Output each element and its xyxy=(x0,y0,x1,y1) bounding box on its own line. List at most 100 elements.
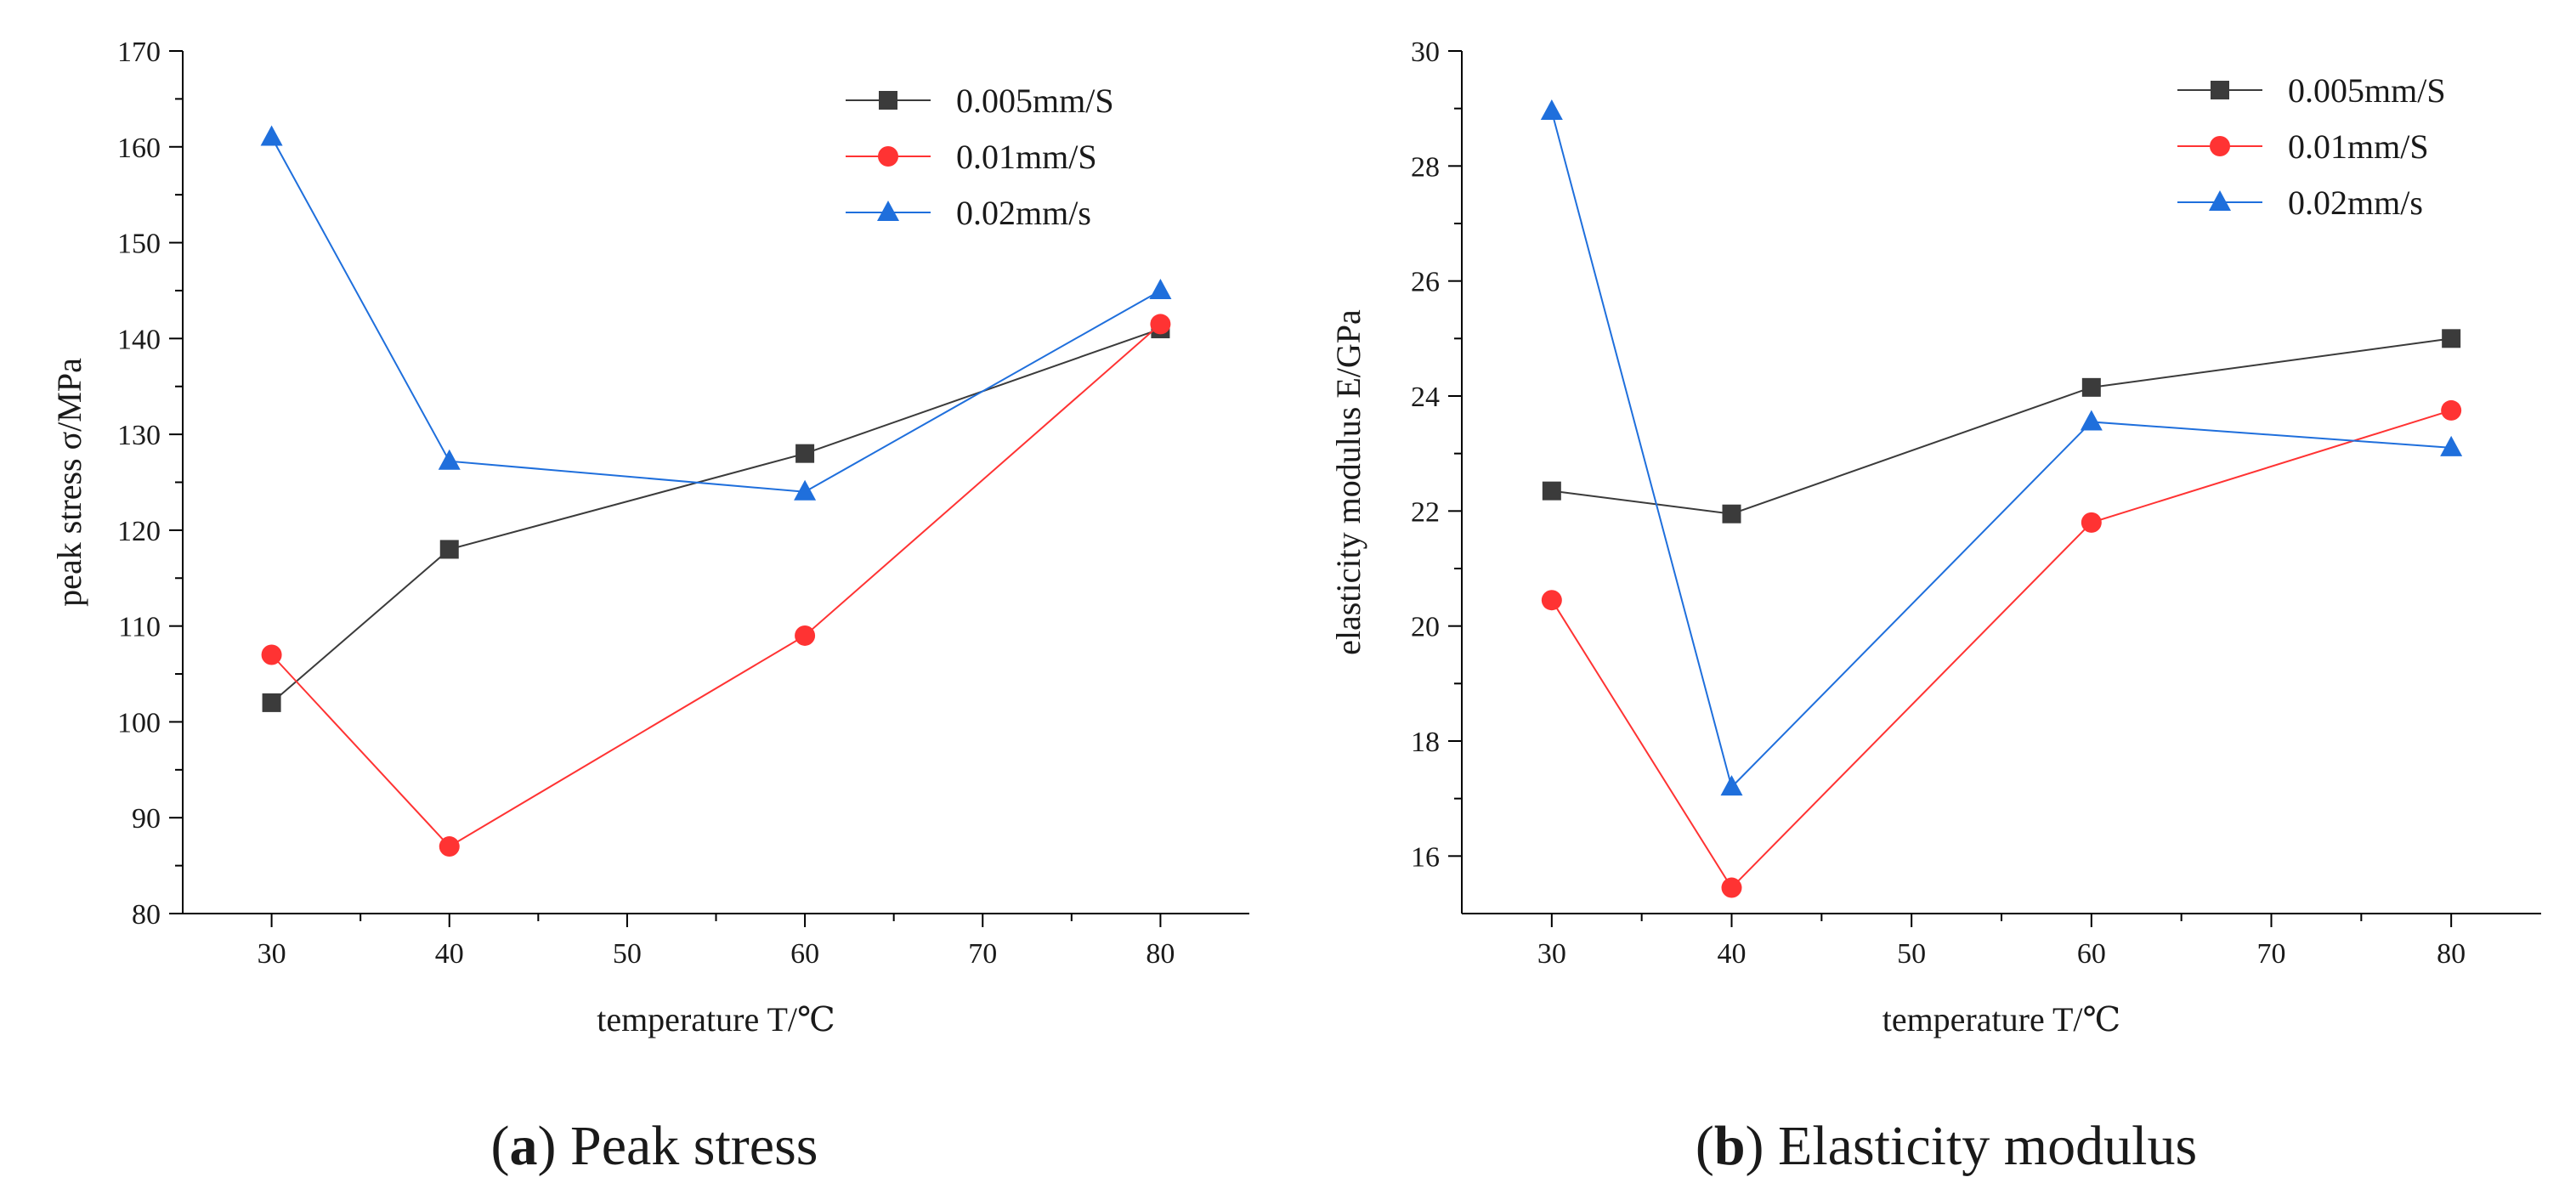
y-tick-label: 28 xyxy=(1411,151,1440,183)
y-tick-label: 30 xyxy=(1411,37,1440,68)
y-tick-label: 90 xyxy=(132,803,161,835)
y-axis-label: peak stress σ/MPa xyxy=(50,358,88,607)
data-point xyxy=(2440,435,2463,456)
legend-marker-shape xyxy=(2209,190,2231,211)
legend-label: 0.005mm/S xyxy=(956,82,1114,120)
y-ticks: 16 18 20 22 24 26 28 30 xyxy=(1411,37,1462,873)
series-line-2 xyxy=(270,137,1161,493)
data-point xyxy=(439,836,460,857)
legend-item-0: 0.005mm/S xyxy=(2177,71,2446,110)
data-point xyxy=(1541,590,1562,611)
data-point xyxy=(261,644,282,665)
series-layer xyxy=(260,125,1172,857)
legend: 0.005mm/S 0.01mm/S 0.02mm/s xyxy=(2177,71,2446,222)
series-line-0 xyxy=(1551,337,2452,515)
legend-item-2: 0.02mm/s xyxy=(2177,184,2423,222)
x-tick-label: 60 xyxy=(790,938,819,970)
y-tick-label: 130 xyxy=(117,420,161,451)
y-tick-label: 22 xyxy=(1411,496,1440,528)
legend-marker-shape xyxy=(878,146,898,167)
series-line-1 xyxy=(270,323,1162,848)
y-tick-label: 18 xyxy=(1411,727,1440,758)
data-point xyxy=(2081,377,2101,397)
legend-marker xyxy=(2209,190,2231,211)
series-line-1 xyxy=(1550,409,2452,890)
legend-marker-shape xyxy=(879,91,897,110)
legend: 0.005mm/S 0.01mm/S 0.02mm/s xyxy=(846,82,1114,232)
y-tick-label: 110 xyxy=(118,612,161,643)
legend-marker-shape xyxy=(2211,81,2229,99)
legend-marker xyxy=(879,91,897,110)
y-tick-label: 100 xyxy=(117,707,161,738)
data-point xyxy=(1722,504,1741,523)
x-tick-label: 60 xyxy=(2077,938,2106,970)
data-point xyxy=(1542,481,1561,501)
data-point xyxy=(2441,399,2462,421)
series-line-0 xyxy=(270,328,1161,704)
y-tick-label: 26 xyxy=(1411,267,1440,298)
x-tick-label: 70 xyxy=(968,938,997,970)
y-tick-label: 120 xyxy=(117,516,161,547)
x-tick-label: 50 xyxy=(613,938,642,970)
y-tick-label: 160 xyxy=(117,133,161,164)
data-point xyxy=(1149,278,1172,299)
panel-elasticity-modulus: 30 40 50 60 70 80 16 18 20 22 24 26 28 30 temperatur… xyxy=(1329,37,2541,1177)
panel-caption: (a) Peak stress xyxy=(491,1115,818,1177)
y-tick-label: 20 xyxy=(1411,612,1440,643)
y-tick-label: 24 xyxy=(1411,382,1440,413)
data-point xyxy=(1721,877,1742,898)
data-point xyxy=(2080,410,2103,431)
legend-item-2: 0.02mm/s xyxy=(846,194,1091,232)
y-tick-label: 170 xyxy=(117,37,161,68)
x-tick-label: 50 xyxy=(1897,938,1926,970)
x-tick-label: 30 xyxy=(258,938,286,970)
x-tick-label: 40 xyxy=(435,938,464,970)
x-axis-label: temperature T/℃ xyxy=(1882,1000,2121,1038)
y-tick-label: 140 xyxy=(117,324,161,355)
x-tick-label: 30 xyxy=(1537,938,1566,970)
series-layer xyxy=(1540,99,2463,898)
data-point xyxy=(795,625,816,646)
data-point xyxy=(794,479,817,501)
legend-marker xyxy=(878,146,898,167)
data-point xyxy=(1540,99,1563,121)
y-tick-label: 150 xyxy=(117,229,161,260)
legend-marker-shape xyxy=(877,201,899,221)
data-point xyxy=(2081,512,2102,533)
data-point xyxy=(1720,775,1743,796)
x-ticks: 30 40 50 60 70 80 xyxy=(258,914,1175,970)
data-point xyxy=(262,693,281,712)
legend-item-1: 0.01mm/S xyxy=(2177,127,2429,166)
legend-marker-shape xyxy=(2210,136,2230,156)
legend-marker xyxy=(877,201,899,221)
legend-marker xyxy=(2210,136,2230,156)
legend-label: 0.02mm/s xyxy=(2288,184,2423,222)
legend-item-1: 0.01mm/S xyxy=(846,138,1097,176)
x-tick-label: 80 xyxy=(2437,938,2466,970)
y-axis-label: elasticity modulus E/GPa xyxy=(1329,309,1367,655)
y-ticks: 80 90 100 110 120 130 140 150 160 170 xyxy=(117,37,183,931)
x-tick-label: 40 xyxy=(1718,938,1747,970)
legend-label: 0.005mm/S xyxy=(2288,71,2446,110)
x-tick-label: 80 xyxy=(1146,938,1175,970)
legend-marker xyxy=(2211,81,2229,99)
data-point xyxy=(2442,329,2461,348)
data-point xyxy=(260,125,283,146)
panel-caption: (b) Elasticity modulus xyxy=(1696,1115,2197,1177)
legend-item-0: 0.005mm/S xyxy=(846,82,1114,120)
data-point xyxy=(439,540,459,559)
data-point xyxy=(795,444,815,463)
legend-label: 0.02mm/s xyxy=(956,194,1091,232)
y-tick-label: 16 xyxy=(1411,841,1440,873)
data-point xyxy=(1150,314,1171,335)
series-line-2 xyxy=(1550,110,2452,789)
data-point xyxy=(438,449,461,470)
x-axis-label: temperature T/℃ xyxy=(597,1000,835,1038)
y-tick-label: 80 xyxy=(132,899,161,931)
x-ticks: 30 40 50 60 70 80 xyxy=(1537,914,2466,970)
panel-peak-stress: 30 40 50 60 70 80 80 90 100 110 120 130 140 150 160 17… xyxy=(50,37,1249,1177)
x-tick-label: 70 xyxy=(2257,938,2286,970)
legend-label: 0.01mm/S xyxy=(2288,127,2429,166)
legend-label: 0.01mm/S xyxy=(956,138,1097,176)
